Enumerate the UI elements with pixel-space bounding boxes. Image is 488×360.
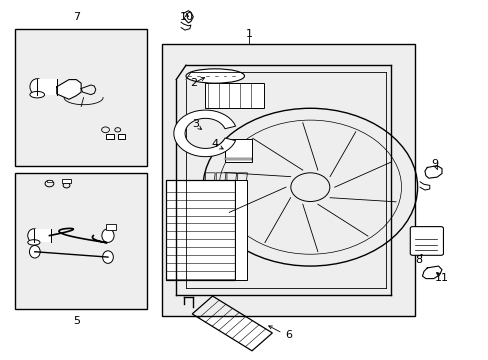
- Bar: [47, 180, 52, 182]
- Text: 9: 9: [430, 159, 437, 169]
- Bar: [105, 134, 114, 139]
- Bar: [205, 83, 264, 108]
- Ellipse shape: [29, 246, 40, 258]
- Bar: [166, 180, 234, 280]
- Text: 4: 4: [211, 139, 218, 149]
- Text: 11: 11: [434, 273, 448, 283]
- Polygon shape: [422, 266, 441, 279]
- Text: 5: 5: [73, 316, 80, 325]
- Ellipse shape: [102, 251, 113, 264]
- Bar: [224, 139, 251, 162]
- Ellipse shape: [102, 229, 114, 242]
- Ellipse shape: [185, 69, 244, 83]
- Text: 7: 7: [73, 12, 80, 22]
- Bar: [61, 179, 71, 183]
- Polygon shape: [57, 80, 81, 99]
- Ellipse shape: [30, 79, 44, 95]
- Bar: [234, 180, 246, 280]
- Ellipse shape: [28, 240, 40, 245]
- Text: 10: 10: [180, 12, 194, 22]
- Polygon shape: [424, 166, 441, 178]
- Text: 1: 1: [245, 29, 252, 39]
- FancyBboxPatch shape: [409, 226, 443, 255]
- Bar: [15, 173, 147, 309]
- Text: 8: 8: [415, 255, 422, 265]
- Bar: [34, 229, 51, 242]
- Text: 2: 2: [189, 78, 197, 88]
- Bar: [224, 158, 251, 160]
- Text: 3: 3: [192, 120, 199, 129]
- Bar: [161, 44, 414, 316]
- Ellipse shape: [30, 91, 44, 98]
- Polygon shape: [174, 110, 235, 157]
- Bar: [37, 78, 57, 95]
- Bar: [15, 30, 147, 166]
- Bar: [118, 134, 124, 139]
- Ellipse shape: [28, 229, 40, 242]
- Bar: [105, 225, 116, 230]
- Text: 6: 6: [285, 330, 291, 340]
